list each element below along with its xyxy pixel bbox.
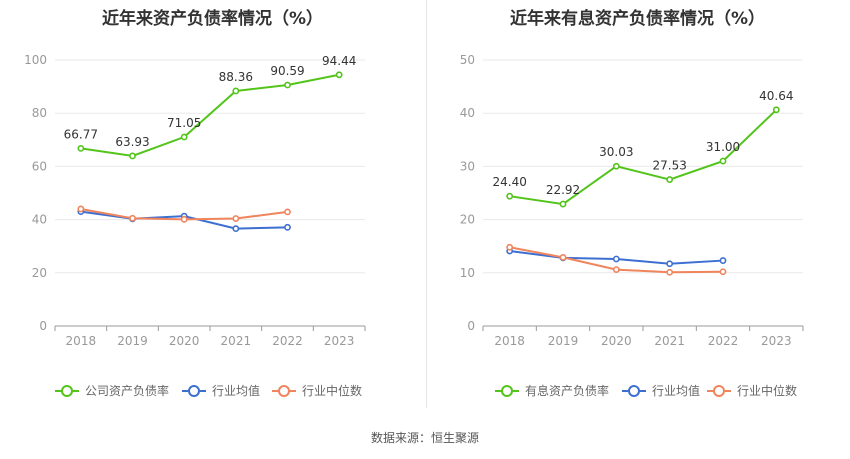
data-point [232,225,240,233]
data-point [335,71,343,79]
x-tick-label: 2019 [548,334,579,348]
data-point [232,87,240,95]
data-point [284,81,291,89]
data-label: 90.59 [270,64,304,78]
legend-label: 行业中位数 [737,383,797,398]
x-tick-label: 2022 [272,334,303,348]
y-tick-label: 40 [32,213,47,227]
y-tick-label: 50 [460,53,475,67]
data-point [666,268,674,276]
data-label: 30.03 [599,145,633,159]
data-point [284,208,291,216]
data-label: 24.40 [492,175,526,189]
data-label: 71.05 [167,116,201,130]
data-point [719,268,727,276]
x-tick-label: 2021 [654,334,685,348]
series-line [80,73,340,157]
panel-divider [426,0,427,408]
x-tick-label: 2023 [324,334,355,348]
legend-marker-icon [188,385,200,397]
y-tick-label: 10 [460,266,475,280]
data-point [612,266,620,274]
y-tick-label: 0 [39,319,47,333]
legend-label: 公司资产负债率 [85,383,169,398]
chart-title: 近年来资产负债率情况（%） [101,9,324,29]
data-point [77,205,85,213]
x-tick-label: 2018 [494,334,525,348]
data-point [232,215,240,222]
data-label: 63.93 [115,135,149,149]
legend-label: 行业均值 [212,383,260,398]
data-point [612,255,620,263]
y-tick-label: 60 [32,159,47,173]
legend-label: 有息资产负债率 [525,383,609,398]
data-point [506,243,514,251]
x-tick-label: 2021 [221,334,252,348]
legend-marker-icon [61,385,73,397]
interest-debt-ratio-chart: 0 10 20 30 40 50 2018 2019 2020 2021 2022 2023 24.40… [460,53,804,398]
x-tick-label: 2020 [601,334,632,348]
x-tick-label: 2020 [169,334,200,348]
x-tick-label: 2018 [66,334,97,348]
data-point [719,257,727,264]
data-point [772,106,780,114]
legend-marker-icon [501,385,513,397]
data-point [77,144,85,152]
data-point [559,200,567,208]
data-point [180,215,188,223]
data-label: 66.77 [64,127,98,141]
y-tick-label: 0 [467,319,475,333]
chart-panel-debt-ratio: 近年来资产负债率情况（%） 0 20 40 60 80 100 2018 2019 2020 20… [0,0,425,410]
data-point [666,260,674,268]
legend-label: 行业均值 [652,383,700,398]
data-point [129,214,136,222]
legend-label: 行业中位数 [302,383,362,398]
y-tick-label: 20 [460,213,475,227]
data-point [180,133,188,141]
y-tick-label: 100 [24,53,47,67]
x-tick-label: 2019 [117,334,148,348]
legend-marker-icon [278,385,290,397]
x-tick-label: 2022 [708,334,739,348]
data-point [666,176,674,183]
data-point [284,223,291,231]
data-label: 88.36 [219,70,253,84]
data-point [612,162,620,170]
data-point [129,152,136,160]
chart-panel-interest-debt-ratio: 近年来有息资产负债率情况（%） 0 10 20 30 40 50 2018 2019 2020 2… [425,0,850,410]
data-label: 22.92 [546,183,580,197]
y-tick-label: 80 [32,106,47,120]
legend-marker-icon [713,385,725,397]
x-tick-label: 2023 [761,334,792,348]
data-point [559,253,567,261]
debt-ratio-chart: 0 20 40 60 80 100 2018 2019 2020 2021 2022 2023 66.7… [24,53,366,398]
y-tick-label: 20 [32,266,47,280]
data-point [719,157,727,165]
data-point [506,192,514,200]
y-tick-label: 30 [460,159,475,173]
y-tick-label: 40 [460,106,475,120]
series-line [509,109,778,206]
legend-marker-icon [628,385,640,397]
data-source-note: 数据来源：恒生聚源 [370,431,479,445]
data-label: 40.64 [759,89,793,103]
data-label: 94.44 [322,54,356,68]
data-label: 31.00 [706,140,740,154]
chart-title: 近年来有息资产负债率情况（%） [509,9,766,29]
data-label: 27.53 [652,159,686,173]
